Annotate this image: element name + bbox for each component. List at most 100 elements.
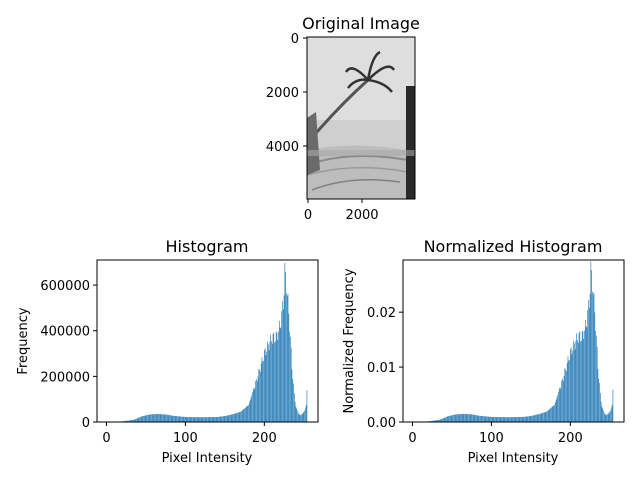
histogram-bar bbox=[267, 344, 269, 422]
histogram-bar bbox=[171, 415, 173, 422]
histogram-bar bbox=[259, 369, 260, 422]
histogram-bar bbox=[215, 416, 217, 422]
original-image-x-ticks: 0 2000 bbox=[304, 199, 379, 223]
histogram-bar bbox=[227, 415, 229, 422]
normalized-histogram-bar bbox=[588, 307, 590, 422]
normalized-histogram-bar bbox=[550, 408, 551, 422]
normalized-histogram-bar bbox=[498, 417, 500, 422]
histogram-bar bbox=[232, 414, 234, 422]
normalized-histogram-bar bbox=[529, 416, 531, 422]
histogram-bar bbox=[195, 417, 196, 422]
normalized-histogram-bar bbox=[506, 417, 507, 422]
histogram-bar bbox=[211, 417, 212, 422]
histogram-bar bbox=[207, 417, 209, 422]
original-image-x-tick-label: 0 bbox=[304, 208, 312, 223]
normalized-histogram-bar bbox=[543, 412, 544, 422]
normalized-histogram-bar bbox=[592, 291, 593, 422]
normalized-histogram-bar bbox=[433, 420, 435, 422]
histogram-bar bbox=[142, 416, 144, 422]
normalized-histogram-bar bbox=[542, 412, 544, 422]
normalized-histogram-bar bbox=[472, 414, 474, 422]
normalized-histogram-bar bbox=[465, 414, 467, 422]
normalized-histogram-bar bbox=[464, 413, 465, 422]
normalized-histogram-bar bbox=[567, 356, 569, 422]
histogram-bar bbox=[290, 347, 292, 422]
histogram-bar bbox=[230, 414, 232, 422]
normalized-histogram-bar bbox=[478, 415, 480, 422]
normalized-histogram-bar bbox=[487, 416, 489, 422]
histogram-bar bbox=[151, 414, 152, 422]
normalized-histogram-bar bbox=[510, 417, 512, 422]
normalized-histogram-bar bbox=[451, 415, 453, 422]
histogram-bar bbox=[199, 417, 200, 422]
normalized-histogram-bar bbox=[437, 420, 439, 422]
normalized-histogram-bar bbox=[530, 416, 532, 422]
normalized-histogram-bar bbox=[536, 414, 537, 422]
histogram-bar bbox=[167, 414, 169, 422]
normalized-histogram-bar bbox=[454, 414, 456, 422]
normalized-histogram-bar bbox=[603, 410, 604, 422]
histogram-bar bbox=[235, 413, 237, 422]
histogram-bar bbox=[293, 383, 294, 422]
normalized-histogram-bar bbox=[536, 414, 538, 422]
normalized-histogram-bar bbox=[493, 416, 495, 422]
histogram-bar bbox=[281, 311, 283, 422]
normalized-histogram-bar bbox=[513, 417, 515, 422]
normalized-histogram-bar bbox=[549, 408, 551, 422]
histogram-bar bbox=[305, 407, 306, 422]
histogram-bar bbox=[162, 414, 164, 422]
histogram-bar bbox=[272, 334, 274, 422]
normalized-histogram-bar bbox=[606, 414, 607, 422]
histogram-bar bbox=[140, 416, 141, 422]
histogram-bar bbox=[181, 416, 183, 422]
histogram-bar bbox=[186, 417, 188, 422]
normalized-histogram-bar bbox=[555, 399, 557, 422]
normalized-histogram-bar bbox=[569, 360, 570, 422]
histogram-bar bbox=[217, 416, 219, 422]
normalized-histogram-bar bbox=[533, 415, 535, 422]
histogram-bar bbox=[212, 417, 214, 422]
normalized-histogram-bar bbox=[526, 416, 528, 422]
histogram-bar bbox=[264, 348, 266, 422]
histogram-bar bbox=[128, 420, 129, 422]
histogram-panel: Histogram 0 100 200 0 200000 400000 600000 Pi… bbox=[16, 237, 319, 466]
normalized-histogram-bar bbox=[565, 369, 566, 422]
histogram-y-tick-label: 600000 bbox=[40, 279, 90, 294]
normalized-histogram-xlabel: Pixel Intensity bbox=[468, 451, 559, 466]
histogram-bar bbox=[260, 363, 262, 422]
histogram-bar bbox=[221, 416, 223, 422]
normalized-histogram-bar bbox=[568, 360, 570, 422]
normalized-histogram-panel: Normalized Histogram 0 100 200 0.000.010.0… bbox=[342, 237, 625, 466]
histogram-bar bbox=[269, 342, 271, 422]
histogram-bar bbox=[245, 406, 247, 422]
normalized-histogram-bar bbox=[532, 415, 534, 422]
histogram-bar bbox=[245, 407, 246, 422]
normalized-histogram-bar bbox=[450, 415, 451, 422]
histogram-bar bbox=[238, 412, 240, 422]
normalized-histogram-bar bbox=[480, 415, 482, 422]
histogram-bar bbox=[222, 416, 223, 422]
histogram-bar bbox=[241, 411, 242, 422]
histogram-bar bbox=[170, 415, 171, 422]
histogram-bar bbox=[251, 395, 253, 422]
histogram-bar bbox=[257, 376, 259, 422]
normalized-histogram-title: Normalized Histogram bbox=[424, 237, 603, 256]
normalized-histogram-bar bbox=[570, 349, 571, 422]
histogram-bar bbox=[147, 414, 149, 422]
normalized-histogram-bar bbox=[476, 415, 477, 422]
normalized-histogram-bar bbox=[607, 414, 608, 422]
histogram-bar bbox=[189, 417, 191, 422]
normalized-histogram-bar bbox=[527, 416, 529, 422]
histogram-bar bbox=[145, 415, 147, 422]
normalized-histogram-bar bbox=[584, 330, 585, 422]
normalized-histogram-bar bbox=[468, 414, 470, 422]
normalized-histogram-bar bbox=[594, 312, 596, 422]
histogram-bar bbox=[157, 414, 159, 422]
normalized-histogram-bar bbox=[479, 415, 480, 422]
histogram-bar bbox=[233, 413, 234, 422]
histogram-bar bbox=[161, 414, 163, 422]
normalized-histogram-bar bbox=[523, 416, 525, 422]
normalized-histogram-bar bbox=[462, 413, 464, 422]
normalized-histogram-bar bbox=[611, 404, 613, 422]
